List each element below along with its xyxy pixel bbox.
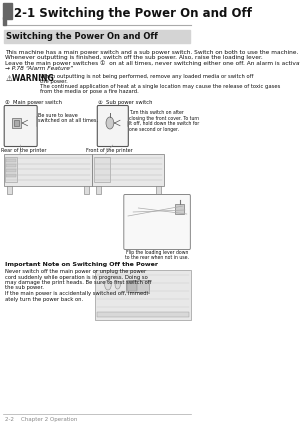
Bar xyxy=(3,17,6,25)
Text: it off, hold down the switch for: it off, hold down the switch for xyxy=(129,121,200,126)
Text: 2-2    Chapter 2 Operation: 2-2 Chapter 2 Operation xyxy=(5,417,77,422)
Text: This machine has a main power switch and a sub power switch. Switch on both to u: This machine has a main power switch and… xyxy=(5,50,298,55)
Text: When outputting is not being performed, remove any loaded media or switch off: When outputting is not being performed, … xyxy=(40,74,254,79)
Bar xyxy=(94,157,110,182)
Circle shape xyxy=(105,280,111,290)
Bar xyxy=(7,169,16,172)
Circle shape xyxy=(115,281,120,289)
Text: Leave the main power switches ①  on at all times, never switching either one off: Leave the main power switches ① on at al… xyxy=(5,60,300,66)
Bar xyxy=(97,312,189,317)
Bar xyxy=(7,159,16,162)
Bar xyxy=(96,186,101,194)
Bar xyxy=(3,3,12,19)
Text: switched on at all times.: switched on at all times. xyxy=(38,118,98,123)
Circle shape xyxy=(106,117,114,129)
Text: to the rear when not in use.: to the rear when not in use. xyxy=(125,255,189,260)
Text: the power.: the power. xyxy=(40,79,68,84)
Text: Flip the loading lever down: Flip the loading lever down xyxy=(126,250,188,255)
FancyBboxPatch shape xyxy=(4,105,37,147)
Text: ②  Sub power switch: ② Sub power switch xyxy=(98,100,153,105)
Text: Turn this switch on after: Turn this switch on after xyxy=(129,110,184,115)
Text: the sub power.: the sub power. xyxy=(5,286,44,291)
Text: ①  Main power switch: ① Main power switch xyxy=(5,100,62,105)
FancyBboxPatch shape xyxy=(124,195,190,249)
Text: closing the front cover. To turn: closing the front cover. To turn xyxy=(129,116,199,121)
Text: Never switch off the main power or unplug the power: Never switch off the main power or unplu… xyxy=(5,269,146,274)
Bar xyxy=(7,164,16,167)
Text: The continued application of heat at a single location may cause the release of : The continued application of heat at a s… xyxy=(40,84,280,89)
Bar xyxy=(4,154,92,186)
Text: 2-1 Switching the Power On and Off: 2-1 Switching the Power On and Off xyxy=(14,6,252,20)
Text: Rear of the printer: Rear of the printer xyxy=(1,148,47,153)
FancyBboxPatch shape xyxy=(97,105,128,147)
Bar xyxy=(14,120,20,126)
Bar xyxy=(127,281,137,291)
Text: may damage the print heads. Be sure to first switch off: may damage the print heads. Be sure to f… xyxy=(5,280,152,285)
Text: → P.78 “Alarm Feature”: → P.78 “Alarm Feature” xyxy=(5,65,73,71)
Text: one second or longer.: one second or longer. xyxy=(129,127,179,131)
Text: ately turn the power back on.: ately turn the power back on. xyxy=(5,297,83,301)
Text: If the main power is accidentally switched off, immedi-: If the main power is accidentally switch… xyxy=(5,291,150,296)
Bar xyxy=(5,157,17,182)
Bar xyxy=(4,30,190,43)
Bar xyxy=(84,186,89,194)
Text: Important Note on Switching Off the Power: Important Note on Switching Off the Powe… xyxy=(5,262,158,267)
Text: from the media or pose a fire hazard.: from the media or pose a fire hazard. xyxy=(40,89,139,94)
Bar xyxy=(156,186,161,194)
Bar xyxy=(7,174,16,177)
Text: Switching the Power On and Off: Switching the Power On and Off xyxy=(7,32,158,41)
Bar xyxy=(12,118,21,128)
Text: Front of the printer: Front of the printer xyxy=(86,148,133,153)
Bar xyxy=(7,186,12,194)
Bar xyxy=(92,154,164,186)
Text: Whenever outputting is finished, switch off the sub power. Also, raise the loadi: Whenever outputting is finished, switch … xyxy=(5,55,263,60)
Text: ⚠WARNING: ⚠WARNING xyxy=(5,74,54,83)
Bar xyxy=(175,204,184,214)
Bar xyxy=(126,280,149,292)
Text: cord suddenly while operation is in progress. Doing so: cord suddenly while operation is in prog… xyxy=(5,275,148,280)
Text: Be sure to leave: Be sure to leave xyxy=(38,113,78,118)
Bar xyxy=(95,270,191,320)
